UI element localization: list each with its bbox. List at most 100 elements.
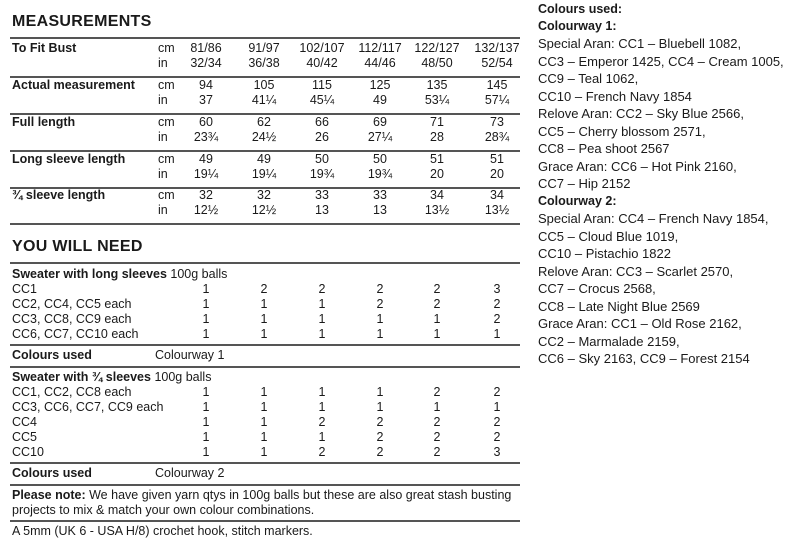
- measurement-cm-value: 34: [490, 188, 504, 202]
- colourway-1-line: Relove Aran: CC2 – Sky Blue 2566,: [538, 106, 744, 121]
- measurement-in-value: 49: [373, 93, 387, 107]
- measurement-in-value: 20: [490, 167, 504, 181]
- yarn-quantity: 1: [376, 327, 384, 341]
- measurement-cm-value: 132/137: [474, 41, 520, 55]
- measurement-cm-value: 91/97: [248, 41, 280, 55]
- measurement-cm-value: 34: [430, 188, 444, 202]
- yarn-quantity: 2: [318, 282, 326, 296]
- measurement-cm-value: 81/86: [190, 41, 222, 55]
- colourway-1-line: Special Aran: CC1 – Bluebell 1082,: [538, 36, 742, 51]
- unit-in: in: [158, 93, 168, 107]
- measurements-title: MEASUREMENTS: [12, 13, 152, 30]
- divider: [10, 150, 520, 152]
- measurement-in-value: 57¼: [484, 93, 510, 107]
- measurement-label: Actual measurement: [12, 78, 135, 92]
- yarn-quantity: 1: [433, 400, 441, 414]
- measurement-in-value: 37: [199, 93, 213, 107]
- measurement-in-value: 26: [315, 130, 329, 144]
- yarn-quantity: 1: [433, 312, 441, 326]
- measurement-in-value: 28¾: [484, 130, 510, 144]
- colourway-1-line: CC10 – French Navy 1854: [538, 88, 692, 104]
- measurement-in-value: 19¼: [193, 167, 219, 181]
- unit-in: in: [158, 130, 168, 144]
- colourway-2-line: Special Aran: CC4 – French Navy 1854,: [538, 211, 769, 226]
- divider: [10, 37, 520, 39]
- yarn-quantity: 1: [202, 415, 210, 429]
- measurement-in-value: 27¼: [367, 130, 393, 144]
- measurement-in-value: 44/46: [364, 56, 396, 70]
- colourway-2-line: CC10 – Pistachio 1822: [538, 246, 671, 261]
- colourway-2-line: CC8 – Late Night Blue 2569: [538, 298, 700, 314]
- colours-used-value: Colourway 2: [155, 466, 225, 480]
- measurement-cm-value: 51: [430, 152, 444, 166]
- unit-cm: cm: [158, 78, 175, 92]
- unit-in: in: [158, 56, 168, 70]
- yarn-quantity: 1: [493, 327, 501, 341]
- yarn-quantity: 1: [260, 312, 268, 326]
- unit-in: in: [158, 203, 168, 217]
- measurement-in-value: 19¾: [309, 167, 335, 181]
- unit-cm: cm: [158, 41, 175, 55]
- yarn-quantity: 2: [376, 445, 384, 459]
- yarn-quantity: 1: [493, 400, 501, 414]
- colourway-1-line: CC3 – Emperor 1425, CC4 – Cream 1005,: [538, 53, 784, 69]
- unit-cm: cm: [158, 115, 175, 129]
- colourway-1-line: CC8 – Pea shoot 2567: [538, 141, 670, 156]
- colourway-2-line: CC5 – Cloud Blue 1019,: [538, 228, 679, 244]
- colours-used-label: Colours used: [12, 466, 92, 480]
- section-heading: Sweater with ¾ sleeves: [12, 370, 151, 384]
- measurement-cm-value: 135: [426, 78, 448, 92]
- measurement-label: ¾ sleeve length: [12, 188, 106, 202]
- measurement-cm-value: 102/107: [299, 41, 345, 55]
- measurement-in-value: 36/38: [248, 56, 280, 70]
- yarn-quantity: 2: [433, 430, 441, 444]
- please-note: Please note: We have given yarn qtys in …: [12, 488, 511, 503]
- section-unit: 100g balls: [170, 267, 228, 281]
- measurement-cm-value: 112/117: [358, 41, 402, 55]
- colourway-1-line: CC9 – Teal 1062,: [538, 71, 639, 86]
- yarn-quantity: 2: [493, 430, 501, 444]
- yarn-quantity: 1: [376, 312, 384, 326]
- measurement-cm-value: 105: [253, 78, 275, 92]
- colourway-1-line: Grace Aran: CC6 – Hot Pink 2160,: [538, 158, 737, 174]
- colours-used-value: Colourway 1: [155, 348, 225, 362]
- measurement-cm-value: 66: [315, 115, 329, 129]
- measurement-in-value: 12½: [251, 203, 277, 217]
- yarn-quantity: 1: [260, 430, 268, 444]
- measurement-cm-value: 32: [257, 188, 271, 202]
- yarn-quantity: 2: [318, 445, 326, 459]
- yarn-quantity: 2: [318, 415, 326, 429]
- hook-text: A 5mm (UK 6 - USA H/8) crochet hook, sti…: [12, 524, 313, 538]
- yarn-quantity: 1: [202, 297, 210, 311]
- yarn-quantity: 2: [493, 297, 501, 311]
- measurement-cm-value: 50: [315, 152, 329, 166]
- yarn-row-label: CC4: [12, 415, 38, 429]
- yarn-quantity: 2: [493, 312, 501, 326]
- unit-cm: cm: [158, 152, 175, 166]
- note-label: Please note:: [12, 488, 86, 502]
- measurement-in-value: 53¼: [424, 93, 450, 107]
- yarn-row-label: CC10: [12, 445, 44, 459]
- note-text: We have given yarn qtys in 100g balls bu…: [85, 488, 512, 502]
- yarn-quantity: 1: [202, 400, 210, 414]
- divider: [10, 76, 520, 78]
- yarn-quantity: 1: [376, 385, 384, 399]
- yarn-quantity: 2: [376, 430, 384, 444]
- yarn-quantity: 1: [318, 400, 326, 414]
- yarn-quantity: 1: [318, 430, 326, 444]
- measurement-in-value: 23¾: [193, 130, 219, 144]
- yarn-quantity: 1: [260, 327, 268, 341]
- yarn-quantity: 2: [433, 415, 441, 429]
- unit-cm: cm: [158, 188, 175, 202]
- yarn-quantity: 1: [318, 327, 326, 341]
- you-will-need-title: YOU WILL NEED: [12, 238, 143, 255]
- measurement-in-value: 32/34: [190, 56, 222, 70]
- measurement-cm-value: 33: [315, 188, 329, 202]
- yarn-quantity: 2: [433, 385, 441, 399]
- yarn-quantity: 2: [433, 297, 441, 311]
- yarn-section-heading: Sweater with ¾ sleeves 100g balls: [12, 370, 211, 385]
- yarn-row-label: CC1, CC2, CC8 each: [12, 385, 132, 399]
- yarn-section-heading: Sweater with long sleeves 100g balls: [12, 267, 227, 282]
- yarn-row-label: CC1: [12, 282, 38, 296]
- measurement-cm-value: 32: [199, 188, 213, 202]
